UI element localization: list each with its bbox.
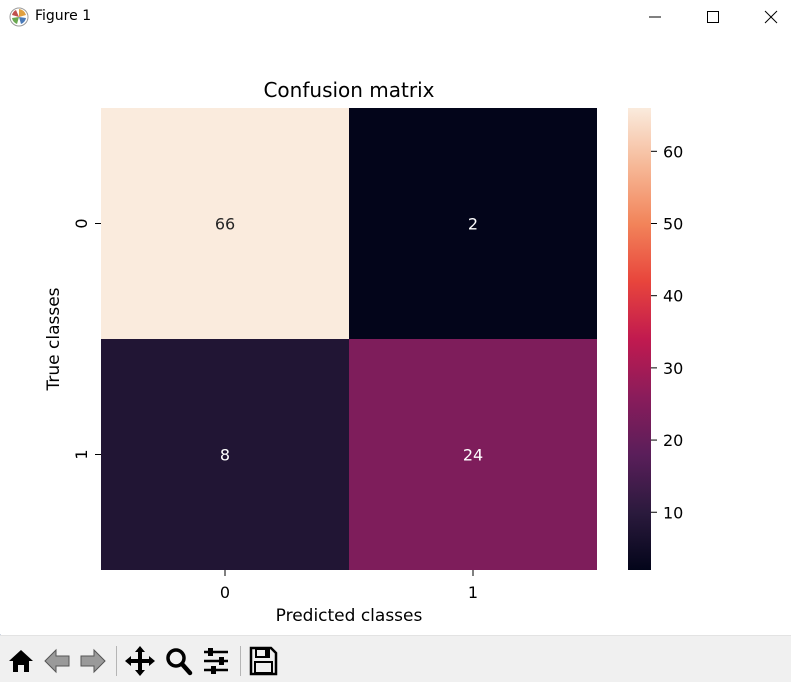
window-title: Figure 1 — [35, 8, 92, 24]
colorbar-tick-label: 40 — [663, 287, 683, 306]
title-bar: Figure 1 — [0, 0, 791, 34]
pan-button[interactable] — [124, 644, 156, 678]
minimize-button[interactable] — [626, 0, 684, 34]
colorbar-tick-label: 30 — [663, 359, 683, 378]
close-button[interactable] — [742, 0, 791, 34]
save-icon — [249, 646, 278, 676]
back-icon — [44, 648, 70, 674]
y-tick-label: 1 — [72, 449, 91, 459]
chart-title: Confusion matrix — [263, 78, 434, 102]
cell-annotation-0-0: 66 — [215, 215, 235, 234]
maximize-icon — [707, 11, 719, 23]
x-axis-label: Predicted classes — [276, 606, 423, 626]
home-button[interactable] — [5, 644, 37, 678]
home-icon — [9, 650, 33, 672]
heatmap-cell-0-1 — [349, 108, 597, 339]
colorbar-tick-label: 10 — [663, 503, 683, 522]
y-axis-label: True classes — [44, 287, 64, 391]
cell-annotation-0-1: 2 — [468, 215, 478, 234]
matplotlib-logo-icon — [9, 7, 29, 27]
pan-icon — [125, 646, 155, 676]
colorbar-tick-label: 20 — [663, 431, 683, 450]
colorbar-tick-label: 60 — [663, 142, 683, 161]
zoom-button[interactable] — [162, 644, 194, 678]
configure-subplots-button[interactable] — [200, 644, 232, 678]
navigation-toolbar — [0, 635, 791, 682]
colorbar-tick-label: 50 — [663, 215, 683, 234]
minimize-icon — [649, 16, 661, 18]
configure-subplots-icon — [204, 648, 228, 674]
forward-button[interactable] — [77, 644, 109, 678]
cell-annotation-1-1: 24 — [463, 446, 483, 465]
heatmap-cell-1-0 — [101, 339, 349, 570]
save-button[interactable] — [247, 644, 279, 678]
colorbar — [628, 108, 651, 570]
confusion-matrix-chart: Confusion matrix 66 28 24 0 101 Predicted c… — [44, 78, 683, 626]
x-tick-label: 1 — [468, 583, 478, 602]
toolbar-separator — [116, 646, 117, 676]
forward-icon — [80, 648, 106, 674]
cell-annotation-1-0: 8 — [220, 446, 230, 465]
back-button[interactable] — [41, 644, 73, 678]
x-tick-label: 0 — [220, 583, 230, 602]
heatmap-cell-0-0 — [101, 108, 349, 339]
close-icon — [764, 10, 778, 24]
toolbar-separator — [240, 646, 241, 676]
maximize-button[interactable] — [684, 0, 742, 34]
heatmap-cell-1-1 — [349, 339, 597, 570]
zoom-icon — [166, 648, 193, 676]
y-tick-label: 0 — [72, 218, 91, 228]
